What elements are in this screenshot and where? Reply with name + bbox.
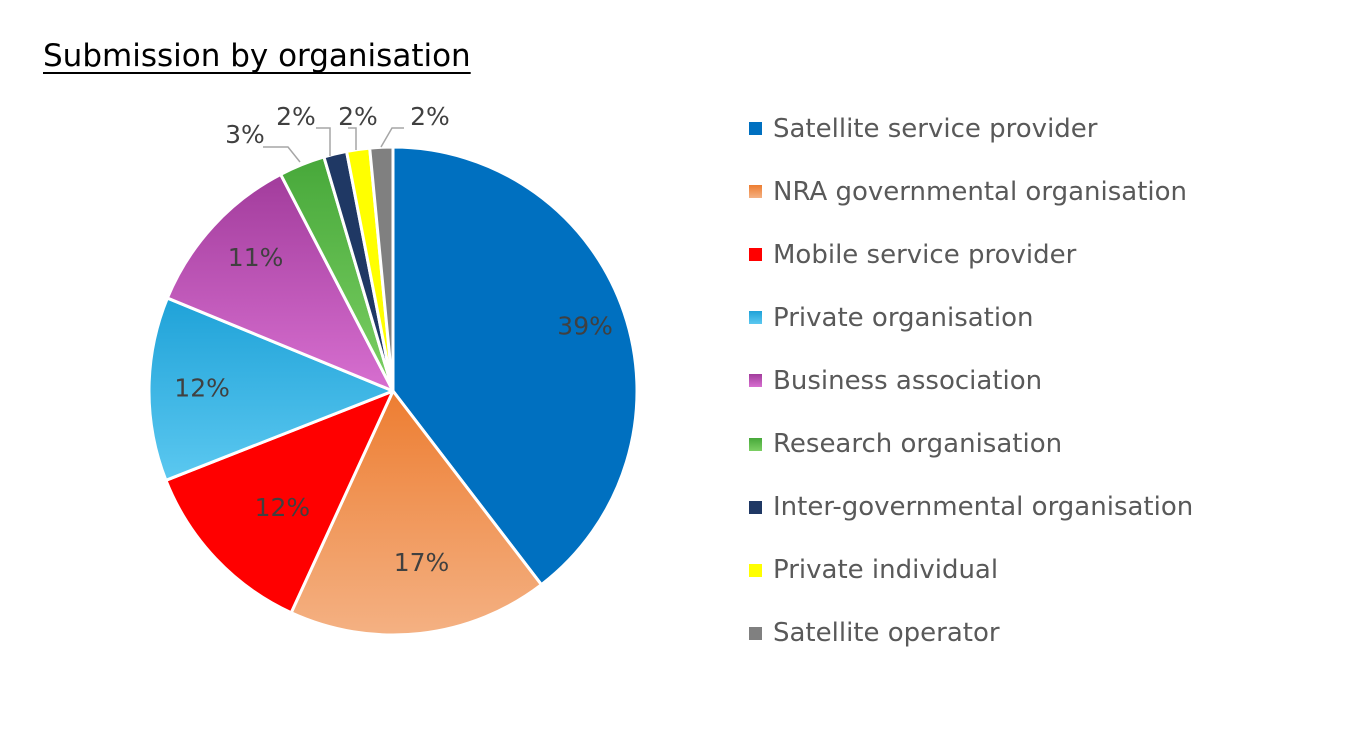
legend-swatch <box>749 311 762 325</box>
data-label-satellite-operator: 2% <box>410 102 450 131</box>
leader-line-inter-governmental-organisation <box>316 127 331 156</box>
pie-slice-private-organisation <box>147 296 395 482</box>
legend-item-research-organisation: Research organisation <box>749 412 1193 475</box>
pie-slice-mobile-service-provider <box>164 389 395 615</box>
leader-lines <box>263 127 404 163</box>
chart-title: Submission by organisation <box>43 38 471 74</box>
legend-label: NRA governmental organisation <box>773 176 1187 207</box>
legend-item-nra-governmental-organisation: NRA governmental organisation <box>749 160 1193 223</box>
legend-item-mobile-service-provider: Mobile service provider <box>749 223 1193 286</box>
data-label-research-organisation: 3% <box>225 120 265 149</box>
legend-swatch <box>749 122 762 136</box>
pie-slice-business-association <box>165 172 395 393</box>
data-label-private-individual: 2% <box>338 102 378 131</box>
data-label-business-association: 11% <box>228 243 284 272</box>
legend-swatch <box>749 563 762 577</box>
legend-label: Satellite service provider <box>773 113 1098 144</box>
data-label-satellite-service-provider: 39% <box>557 312 613 341</box>
legend-item-private-individual: Private individual <box>749 539 1193 602</box>
data-label-mobile-service-provider: 12% <box>255 493 311 522</box>
leader-line-satellite-operator <box>380 127 404 148</box>
legend-label: Private organisation <box>773 302 1034 333</box>
legend-swatch <box>749 248 762 262</box>
legend-label: Inter-governmental organisation <box>773 492 1194 523</box>
leader-line-private-individual <box>348 127 357 150</box>
legend-item-satellite-service-provider: Satellite service provider <box>749 97 1193 160</box>
legend-swatch <box>749 185 762 199</box>
pie-slice-satellite-operator <box>368 145 395 393</box>
data-labels: 39% 17% 12% 12% 11% 3% 2% 2% 2% <box>174 102 613 577</box>
legend-item-business-association: Business association <box>749 349 1193 412</box>
legend-swatch <box>749 500 762 514</box>
legend-label: Mobile service provider <box>773 239 1077 270</box>
data-label-private-organisation: 12% <box>174 374 230 403</box>
legend-swatch <box>749 626 762 640</box>
legend-swatch <box>749 437 762 451</box>
legend: Satellite service provider NRA government… <box>749 97 1193 665</box>
pie-slice-satellite-service-provider <box>391 145 639 587</box>
legend-label: Business association <box>773 365 1043 396</box>
legend-item-private-organisation: Private organisation <box>749 286 1193 349</box>
legend-label: Satellite operator <box>773 618 1000 649</box>
legend-item-inter-governmental-organisation: Inter-governmental organisation <box>749 476 1193 539</box>
pie-slices <box>147 145 639 637</box>
legend-label: Research organisation <box>773 429 1063 460</box>
data-label-nra-governmental-organisation: 17% <box>394 548 450 577</box>
pie-slice-nra-governmental-organisation <box>289 389 543 637</box>
leader-line-research-organisation <box>263 146 301 163</box>
legend-swatch <box>749 374 762 388</box>
legend-label: Private individual <box>773 555 999 586</box>
data-label-inter-governmental-organisation: 2% <box>276 102 316 131</box>
legend-item-satellite-operator: Satellite operator <box>749 602 1193 665</box>
